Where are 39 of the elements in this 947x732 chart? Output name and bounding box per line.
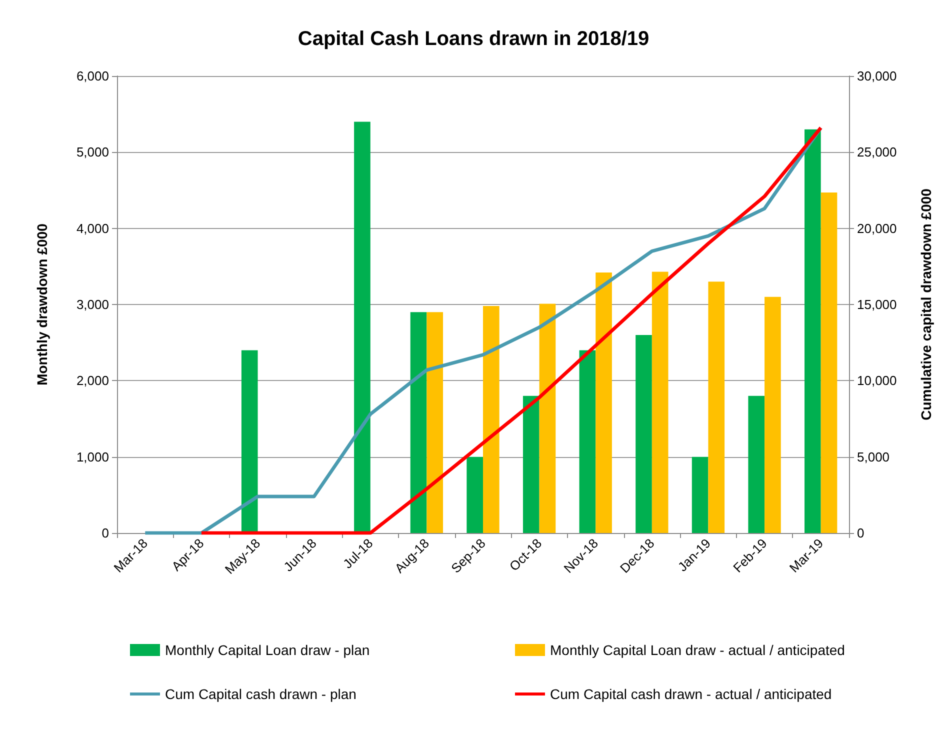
bar xyxy=(636,334,652,533)
y-tick-label: 4,000 xyxy=(76,220,109,236)
y-axis-title: Monthly drawdown £000 xyxy=(34,223,50,386)
legend-label: Monthly Capital Loan draw - plan xyxy=(165,642,370,658)
y-tick-label: 3,000 xyxy=(76,297,109,312)
bar xyxy=(426,312,444,533)
bar xyxy=(652,272,668,533)
y-tick-label: 0 xyxy=(102,526,109,540)
legend-label: Monthly Capital Loan draw - actual / anticipated xyxy=(550,642,845,658)
y2-tick-label: 10,000 xyxy=(857,373,897,388)
bar xyxy=(820,192,838,533)
y2-tick-label: 25,000 xyxy=(857,144,897,160)
bar xyxy=(804,129,821,533)
y2-tick-label: 5,000 xyxy=(857,449,890,464)
bar xyxy=(354,122,370,533)
y-tick-label: 1,000 xyxy=(76,449,109,464)
legend-label: Cum Capital cash drawn - plan xyxy=(165,686,356,702)
y2-tick-label: 20,000 xyxy=(857,220,897,236)
y2-tick-label: 15,000 xyxy=(857,297,897,312)
y2-tick-label: 30,000 xyxy=(857,68,897,84)
y-tick-label: 6,000 xyxy=(76,68,109,84)
bar xyxy=(764,296,781,533)
bar xyxy=(579,350,596,533)
bar xyxy=(483,306,500,533)
legend-label: Cum Capital cash drawn - actual / anticipated xyxy=(550,686,832,702)
bar xyxy=(241,350,258,533)
y2-axis-title: Cumulative capital drawdown £000 xyxy=(918,188,934,420)
chart-title: Capital Cash Loans drawn in 2018/19 xyxy=(298,28,650,50)
bar xyxy=(596,272,612,533)
y2-tick-label: 0 xyxy=(857,526,864,540)
y-tick-label: 2,000 xyxy=(76,373,109,388)
bar xyxy=(748,396,765,533)
bar xyxy=(708,282,725,533)
bar xyxy=(522,396,540,533)
bar xyxy=(539,304,556,533)
y-tick-label: 5,000 xyxy=(76,144,109,160)
bar xyxy=(410,312,427,533)
bar xyxy=(466,456,483,533)
bar xyxy=(692,456,708,533)
